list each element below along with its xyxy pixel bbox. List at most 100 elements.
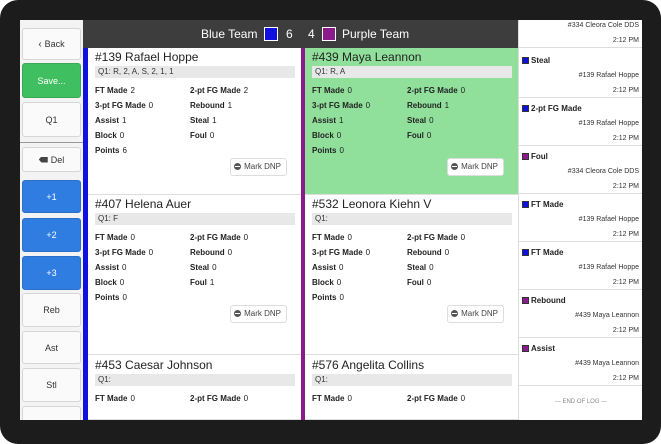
stat: Foul 0 <box>407 131 431 140</box>
stat-label: 2-pt FG Made <box>190 86 241 95</box>
stat-label: Block <box>95 131 117 140</box>
stat-value: 0 <box>460 394 466 403</box>
stat: Block 0 <box>312 278 341 287</box>
stat: Steal 0 <box>190 263 217 272</box>
stat-value: 1 <box>122 116 127 125</box>
button-label: Del <box>50 154 65 165</box>
stat: Foul 0 <box>190 131 214 140</box>
quarter-log: Q1: <box>312 213 512 225</box>
stat: Rebound 1 <box>190 101 232 110</box>
player-card[interactable]: #576 Angelita Collins Q1: FT Made 0 2-pt FG … <box>305 355 518 420</box>
stat-label: FT Made <box>95 233 128 242</box>
stat: 3-pt FG Made 0 <box>312 101 370 110</box>
log-time: 2:12 PM <box>612 135 639 142</box>
stat-label: Block <box>312 278 334 287</box>
stat-label: FT Made <box>312 394 345 403</box>
player-card[interactable]: #439 Maya Leannon Q1: R, A FT Made 0 2-pt FG… <box>305 48 518 195</box>
sidebar-button[interactable]: Del <box>22 147 81 172</box>
home-team-bar <box>83 48 88 420</box>
player-card[interactable]: #453 Caesar Johnson Q1: FT Made 0 2-pt FG Ma… <box>88 355 301 420</box>
sidebar-button[interactable]: +1 <box>22 180 81 213</box>
home-team: Blue Team <box>201 27 258 41</box>
stat-value: 0 <box>426 278 432 287</box>
player-card[interactable]: #139 Rafael Hoppe Q1: R, 2, A, S, 2, 1, 1… <box>88 48 301 195</box>
stat-value: 0 <box>336 278 342 287</box>
stat: Rebound 1 <box>407 101 449 110</box>
stat: 2-pt FG Made 0 <box>407 86 465 95</box>
stat-value: 2 <box>243 86 249 95</box>
mark-dnp-button[interactable]: Mark DNP <box>447 305 504 323</box>
dnp-icon <box>451 163 459 170</box>
stat-label: FT Made <box>95 394 128 403</box>
sidebar-button[interactable]: Q1 <box>22 102 81 137</box>
log-time: 2:12 PM <box>612 279 639 286</box>
stat-value: 0 <box>119 278 125 287</box>
stat: 2-pt FG Made 0 <box>190 233 248 242</box>
stat-value: 0 <box>130 394 135 403</box>
log-player: #139 Rafael Hoppe <box>578 216 639 223</box>
log-time: 2:12 PM <box>612 231 639 238</box>
log-time: 2:12 PM <box>612 327 639 334</box>
player-card[interactable]: #532 Leonora Kiehn V Q1: FT Made 0 2-pt FG M… <box>305 195 518 355</box>
event-log: #334 Cleora Cole DDS 2:12 PM Steal #139 Raf… <box>518 20 642 420</box>
stat: FT Made 0 <box>312 86 352 95</box>
stat: Points 0 <box>312 293 344 302</box>
stat-value: 0 <box>243 394 249 403</box>
team-marker <box>522 249 529 256</box>
stat-label: 2-pt FG Made <box>190 233 241 242</box>
quarter-log: Q1: <box>95 374 295 386</box>
stat-label: Points <box>312 146 337 155</box>
button-label: Save... <box>37 75 66 86</box>
sidebar-button[interactable]: +3 <box>22 256 81 290</box>
stat: 2-pt FG Made 0 <box>407 233 465 242</box>
away-team-bar <box>300 48 305 420</box>
dnp-icon <box>234 163 242 170</box>
team-marker <box>522 57 529 64</box>
stat-value: 0 <box>148 248 154 257</box>
stat: Points 0 <box>95 293 127 302</box>
sidebar: ‹ Back Save... Q1 Del +1 +2 +3 Reb Ast Stl <box>20 20 84 420</box>
sidebar-button[interactable]: Save... <box>22 63 81 98</box>
log-player: #439 Maya Leannon <box>575 312 639 319</box>
log-entry: #334 Cleora Cole DDS 2:12 PM <box>519 20 642 48</box>
log-player: #139 Rafael Hoppe <box>578 264 639 271</box>
quarter-log: Q1: R, 2, A, S, 2, 1, 1 <box>95 66 295 78</box>
quarter-log: Q1: F <box>95 213 295 225</box>
stat-value: 0 <box>339 146 344 155</box>
stat-value: 0 <box>122 263 127 272</box>
dnp-icon <box>451 310 459 317</box>
player-name: #407 Helena Auer <box>95 197 192 211</box>
sidebar-button[interactable]: Ast <box>22 331 81 364</box>
button-label: Mark DNP <box>461 309 498 318</box>
sidebar-button[interactable]: Reb <box>22 293 81 327</box>
stat-value: 0 <box>339 263 344 272</box>
stat: 2-pt FG Made 0 <box>407 394 465 403</box>
stat-label: FT Made <box>95 86 128 95</box>
stat-label: Foul <box>190 278 207 287</box>
player-card[interactable]: #407 Helena Auer Q1: F FT Made 0 2-pt FG Mad… <box>88 195 301 355</box>
mark-dnp-button[interactable]: Mark DNP <box>230 305 287 323</box>
sidebar-button[interactable]: Stl <box>22 368 81 402</box>
stat: 3-pt FG Made 0 <box>95 101 153 110</box>
stat: FT Made 0 <box>312 394 352 403</box>
stat: 2-pt FG Made 2 <box>190 86 248 95</box>
mark-dnp-button[interactable]: Mark DNP <box>447 158 504 176</box>
away-team: Purple Team <box>342 27 410 41</box>
sidebar-button[interactable] <box>22 406 81 420</box>
stat: 2-pt FG Made 0 <box>190 394 248 403</box>
log-event: Assist <box>531 344 556 353</box>
sidebar-button[interactable]: +2 <box>22 218 81 252</box>
stat: Block 0 <box>95 278 124 287</box>
log-entry: FT Made #139 Rafael Hoppe 2:12 PM <box>519 194 642 242</box>
quarter-log: Q1: R, A <box>312 66 512 78</box>
sidebar-button[interactable]: ‹ Back <box>22 28 81 60</box>
stat-label: Points <box>312 293 337 302</box>
stat-value: 0 <box>130 233 135 242</box>
team-marker <box>522 153 529 160</box>
away-score: 4 <box>308 27 315 41</box>
stat: Steal 1 <box>190 116 217 125</box>
mark-dnp-button[interactable]: Mark DNP <box>230 158 287 176</box>
end-of-log: --- END OF LOG --- <box>554 399 608 405</box>
stat: Assist 1 <box>312 116 343 125</box>
button-label: +3 <box>46 268 57 278</box>
